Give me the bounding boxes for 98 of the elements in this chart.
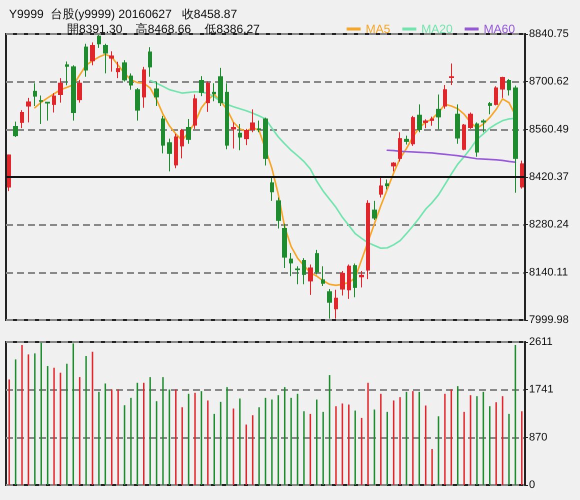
y-tick-label: 8140.11 [529, 266, 568, 278]
candlestick [58, 78, 63, 104]
y-tick-label: 2611 [529, 336, 553, 348]
candlestick [161, 115, 165, 154]
candlestick [385, 179, 389, 190]
candlestick [494, 86, 498, 106]
candlestick [135, 88, 140, 122]
candlestick [193, 94, 197, 130]
y-tick-label: 8700.62 [529, 76, 569, 88]
candlestick [417, 104, 422, 133]
candlestick [231, 122, 236, 150]
candlestick [238, 124, 242, 151]
y-tick-label: 1741 [529, 384, 554, 396]
candlestick [520, 160, 524, 190]
candlestick [218, 67, 223, 107]
candlestick [129, 72, 133, 90]
y-tick-label: 0 [529, 479, 536, 491]
y-tick-label: 870 [529, 431, 548, 444]
candlestick [84, 43, 88, 78]
candlestick [33, 82, 37, 107]
candlestick [334, 289, 338, 320]
candlestick [468, 112, 473, 130]
candlestick [302, 258, 306, 285]
candlestick [212, 82, 216, 102]
candlestick [148, 46, 152, 78]
candlestick [174, 133, 178, 169]
candlestick [270, 177, 274, 202]
candlestick [404, 135, 409, 145]
candlestick [443, 84, 447, 110]
candlestick [263, 117, 268, 166]
candlestick [65, 60, 69, 86]
candlestick [276, 197, 281, 229]
candlestick [391, 162, 396, 172]
candlestick [500, 76, 505, 98]
legend-label: MA60 [484, 22, 516, 36]
candlestick [257, 120, 261, 133]
candlestick [372, 200, 377, 220]
candlestick [423, 118, 428, 129]
candlestick [77, 79, 82, 104]
candlestick [340, 270, 345, 296]
candlestick [26, 97, 31, 123]
candlestick [327, 288, 332, 320]
candlestick [116, 61, 120, 79]
candlestick [52, 92, 56, 113]
candlestick [71, 64, 76, 122]
y-tick-label: 8840.75 [529, 28, 569, 40]
y-tick-label: 8280.24 [529, 218, 569, 231]
candlestick [122, 60, 127, 82]
candlestick [186, 118, 191, 144]
candlestick [411, 115, 415, 146]
candlestick [315, 249, 319, 275]
legend-label: MA20 [421, 22, 453, 36]
candlestick [244, 128, 249, 146]
legend-label: MA5 [366, 22, 391, 36]
candlestick [379, 177, 383, 198]
candlestick [167, 138, 172, 172]
candlestick [430, 116, 434, 126]
candlestick [475, 122, 479, 158]
candlestick [289, 252, 293, 277]
candlestick [250, 108, 255, 133]
candlestick [90, 42, 95, 66]
candlestick [199, 76, 204, 97]
candlestick [481, 118, 486, 133]
candlestick [7, 154, 11, 192]
candlestick [449, 63, 454, 86]
candlestick [513, 85, 518, 194]
chart-subtitle: 開8391.30 高8468.66 低8386.27 [67, 22, 260, 36]
candlestick [109, 50, 114, 72]
candlestick [180, 128, 184, 159]
candlestick [462, 124, 466, 151]
candlestick [295, 266, 300, 285]
candlestick [455, 104, 460, 144]
candlestick [45, 101, 50, 122]
candlestick [20, 110, 24, 129]
candlestick [308, 264, 313, 296]
line-series [386, 149, 516, 163]
candlestick [321, 266, 325, 286]
candlestick [154, 81, 159, 107]
candlestick [366, 200, 370, 280]
candlestick [507, 78, 511, 96]
candlestick [353, 263, 357, 298]
candlestick [436, 94, 441, 130]
candlestick [97, 34, 101, 48]
y-tick-label: 7999.98 [529, 314, 569, 326]
chart-title: Y9999 台股(y9999) 20160627 收8458.87 [9, 7, 238, 21]
y-tick-label: 8420.37 [529, 171, 569, 183]
y-tick-label: 8560.49 [529, 123, 569, 136]
candlestick [488, 101, 492, 115]
candlestick [347, 264, 351, 300]
candlestick [39, 94, 43, 125]
candlestick [142, 66, 146, 108]
candlestick [398, 132, 402, 162]
candlestick [225, 82, 229, 150]
candlestick [206, 81, 210, 112]
candlestick [359, 270, 364, 288]
candlestick [103, 43, 108, 74]
candlestick [282, 223, 287, 268]
candlestick [13, 121, 18, 138]
